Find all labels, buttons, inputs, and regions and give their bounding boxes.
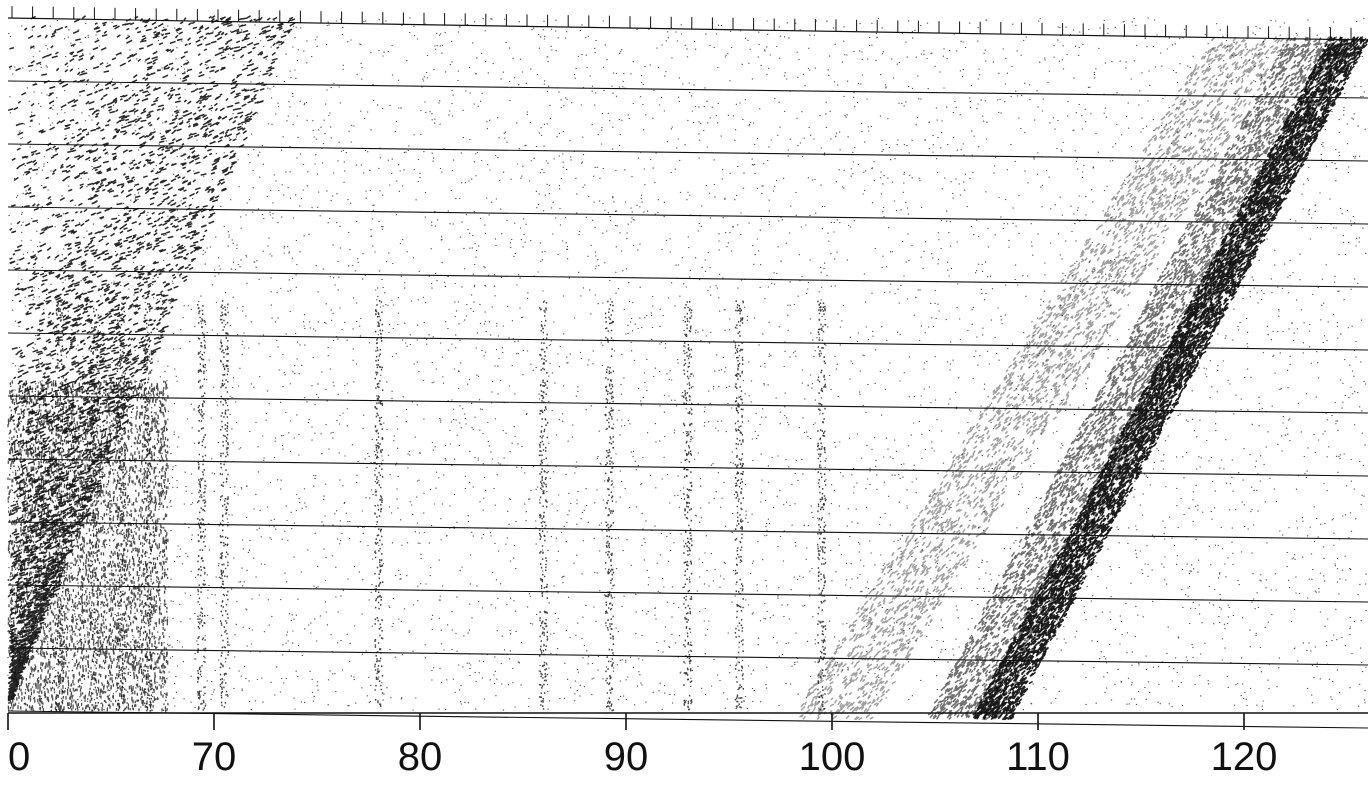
tick-label: 100 <box>799 735 866 779</box>
trace-baseline <box>7 332 1368 351</box>
lower-left-traces <box>7 380 169 714</box>
vertical-band <box>683 301 693 711</box>
top-border-line <box>7 17 1368 41</box>
bottom-axis <box>7 712 1368 730</box>
trace-baseline <box>7 584 1368 603</box>
trace-baseline <box>7 206 1368 225</box>
vertical-band <box>539 301 549 710</box>
vertical-band <box>374 300 384 707</box>
tick-label: 80 <box>398 735 443 779</box>
secondary-wavefront <box>799 36 1291 721</box>
trace-baseline <box>7 458 1368 477</box>
wavefront-halo <box>927 36 1356 721</box>
tick-label: 90 <box>604 735 649 779</box>
trace-baselines <box>7 17 1368 729</box>
tick-label: 120 <box>1211 735 1278 779</box>
tick-labels: 0 70 80 90 100 110 120 <box>8 735 1277 779</box>
vertical-band <box>734 300 744 709</box>
trace-baseline <box>7 521 1368 540</box>
vertical-band <box>219 300 229 708</box>
vertical-band <box>817 300 827 711</box>
trace-baseline <box>7 710 1368 729</box>
late-arrival-wavefront <box>799 36 1368 721</box>
tick-label: 110 <box>1006 735 1070 779</box>
trace-baseline <box>7 80 1368 99</box>
top-tick-marks <box>11 6 1352 40</box>
early-arrival-wavefront <box>7 15 296 714</box>
trace-baseline <box>7 143 1368 162</box>
trace-baseline <box>7 647 1368 666</box>
tick-label: 70 <box>192 735 237 779</box>
vertical-band <box>197 304 207 711</box>
trace-baseline <box>7 269 1368 288</box>
trace-baseline <box>7 395 1368 414</box>
tick-label: 0 <box>8 735 30 779</box>
